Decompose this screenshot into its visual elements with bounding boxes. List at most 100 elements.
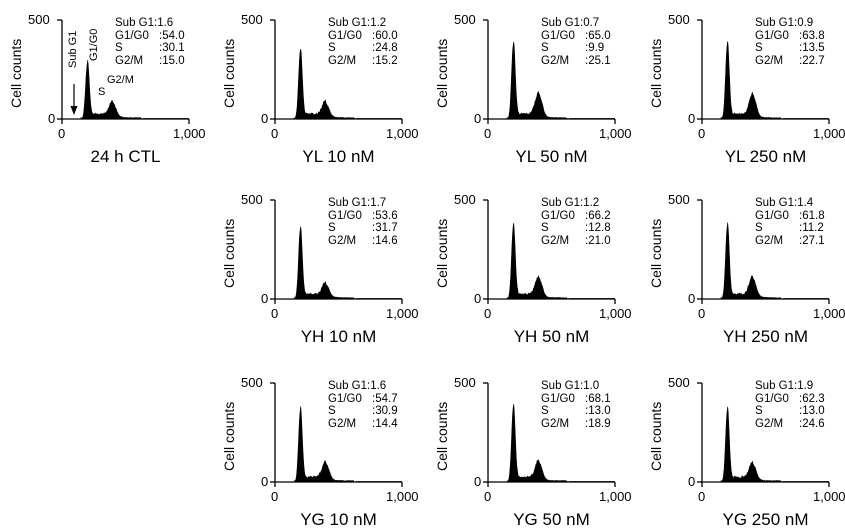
stat-label: S <box>755 42 763 55</box>
stat-label: S <box>541 405 549 418</box>
panel-caption: YG 50 nM <box>513 510 590 529</box>
stat-label: S <box>328 405 336 418</box>
stat-value: 30.9 <box>375 405 398 418</box>
stat-value: 24.8 <box>375 42 398 55</box>
stat-label: Sub G1 <box>541 197 580 209</box>
y-axis-label: Cell counts <box>8 38 24 108</box>
stat-value: 15.2 <box>375 54 398 67</box>
stat-label: G1/G0 <box>541 392 575 405</box>
stat-value: 15.0 <box>162 54 185 67</box>
stat-value: 9.9 <box>588 42 605 55</box>
y-tick-label-500: 500 <box>454 192 476 207</box>
x-tick-label-0: 0 <box>484 306 492 321</box>
stat-value: 22.7 <box>802 54 825 67</box>
stat-row: G1/G0 : 68.1 <box>541 393 611 406</box>
stat-value: 0.9 <box>797 17 814 29</box>
stat-separator: : <box>580 197 584 209</box>
stat-label: Sub G1 <box>755 380 794 392</box>
stat-separator: : <box>799 222 803 235</box>
stat-separator: : <box>372 392 376 405</box>
histogram-area <box>80 60 144 120</box>
stat-label: S <box>755 405 763 418</box>
stat-row: G1/G0 : 65.0 <box>541 30 611 43</box>
stat-row: S : 13.0 <box>755 405 825 418</box>
x-tick-label-0: 0 <box>698 489 706 504</box>
stat-separator: : <box>585 392 589 405</box>
stat-separator: : <box>799 405 803 418</box>
stat-separator: : <box>794 197 798 209</box>
stat-separator: : <box>585 54 589 67</box>
panel-caption: YH 50 nM <box>513 327 590 346</box>
panel-caption: YH 10 nM <box>300 327 377 346</box>
stat-row: G1/G0 : 62.3 <box>755 393 825 406</box>
stat-value: 25.1 <box>588 54 611 67</box>
stat-value: 14.6 <box>375 234 398 247</box>
stat-row: Sub G1: 1.2 <box>328 17 398 30</box>
stat-value: 24.6 <box>802 417 825 430</box>
panel-caption: YG 250 nM <box>722 510 809 529</box>
cell-cycle-stats: Sub G1: 0.9 G1/G0 : 63.8 S : 13.5 G2/M : 22… <box>755 17 825 67</box>
stat-row: G1/G0 : 53.6 <box>328 210 398 223</box>
y-tick-label-0: 0 <box>261 291 269 306</box>
y-axis-label: Cell counts <box>648 218 664 288</box>
sub-g1-arrow <box>70 84 78 115</box>
stat-label: G1/G0 <box>328 392 362 405</box>
phase-label-g1-g0: G1/G0 <box>88 28 100 61</box>
stat-label: G1/G0 <box>328 209 362 222</box>
stat-row: G2/M : 14.6 <box>328 235 398 248</box>
y-axis-label: Cell counts <box>648 401 664 471</box>
stat-separator: : <box>585 42 589 55</box>
stat-label: Sub G1 <box>328 380 367 392</box>
y-tick-label-500: 500 <box>241 12 263 27</box>
x-tick-label-0: 0 <box>698 306 706 321</box>
stat-value: 13.5 <box>802 42 825 55</box>
stat-separator: : <box>799 209 803 222</box>
stat-row: G1/G0 : 54.0 <box>115 30 185 43</box>
stat-row: S : 11.2 <box>755 222 825 235</box>
x-tick-label-1000: 1,000 <box>813 126 845 141</box>
stat-value: 1.6 <box>157 17 174 29</box>
x-tick-label-0: 0 <box>271 489 279 504</box>
stat-row: S : 24.8 <box>328 42 398 55</box>
stat-separator: : <box>372 234 376 247</box>
stat-row: G1/G0 : 61.8 <box>755 210 825 223</box>
stat-separator: : <box>794 17 798 29</box>
x-tick-label-0: 0 <box>698 126 706 141</box>
phase-label-s: S <box>98 86 106 98</box>
stat-row: S : 31.7 <box>328 222 398 235</box>
x-tick-label-0: 0 <box>58 126 66 141</box>
stat-label: G2/M <box>541 234 570 247</box>
stat-label: S <box>115 42 123 55</box>
panel-caption: YH 250 nM <box>722 327 809 346</box>
stat-separator: : <box>372 209 376 222</box>
stat-separator: : <box>372 42 376 55</box>
stat-separator: : <box>372 417 376 430</box>
stat-label: G1/G0 <box>115 29 149 42</box>
stat-separator: : <box>372 222 376 235</box>
stat-row: S : 30.1 <box>115 42 185 55</box>
stat-separator: : <box>799 234 803 247</box>
stat-separator: : <box>799 392 803 405</box>
y-tick-label-500: 500 <box>241 375 263 390</box>
stat-row: Sub G1: 1.6 <box>328 380 398 393</box>
stat-row: Sub G1: 0.7 <box>541 17 611 30</box>
stat-separator: : <box>799 417 803 430</box>
stat-value: 53.6 <box>375 209 398 222</box>
stat-separator: : <box>367 197 371 209</box>
stat-separator: : <box>372 54 376 67</box>
y-axis-label: Cell counts <box>221 38 237 108</box>
panel-caption: YG 10 nM <box>300 510 377 529</box>
y-tick-label-0: 0 <box>474 111 482 126</box>
x-tick-label-1000: 1,000 <box>599 489 632 504</box>
stat-value: 68.1 <box>588 392 611 405</box>
stat-separator: : <box>585 234 589 247</box>
stat-separator: : <box>580 380 584 392</box>
stat-separator: : <box>799 29 803 42</box>
x-tick-label-1000: 1,000 <box>599 126 632 141</box>
cell-cycle-stats: Sub G1: 1.0 G1/G0 : 68.1 S : 13.0 G2/M : 18… <box>541 380 611 430</box>
stat-row: S : 12.8 <box>541 222 611 235</box>
stat-row: G2/M : 25.1 <box>541 55 611 68</box>
stat-separator: : <box>367 17 371 29</box>
stat-value: 66.2 <box>588 209 611 222</box>
